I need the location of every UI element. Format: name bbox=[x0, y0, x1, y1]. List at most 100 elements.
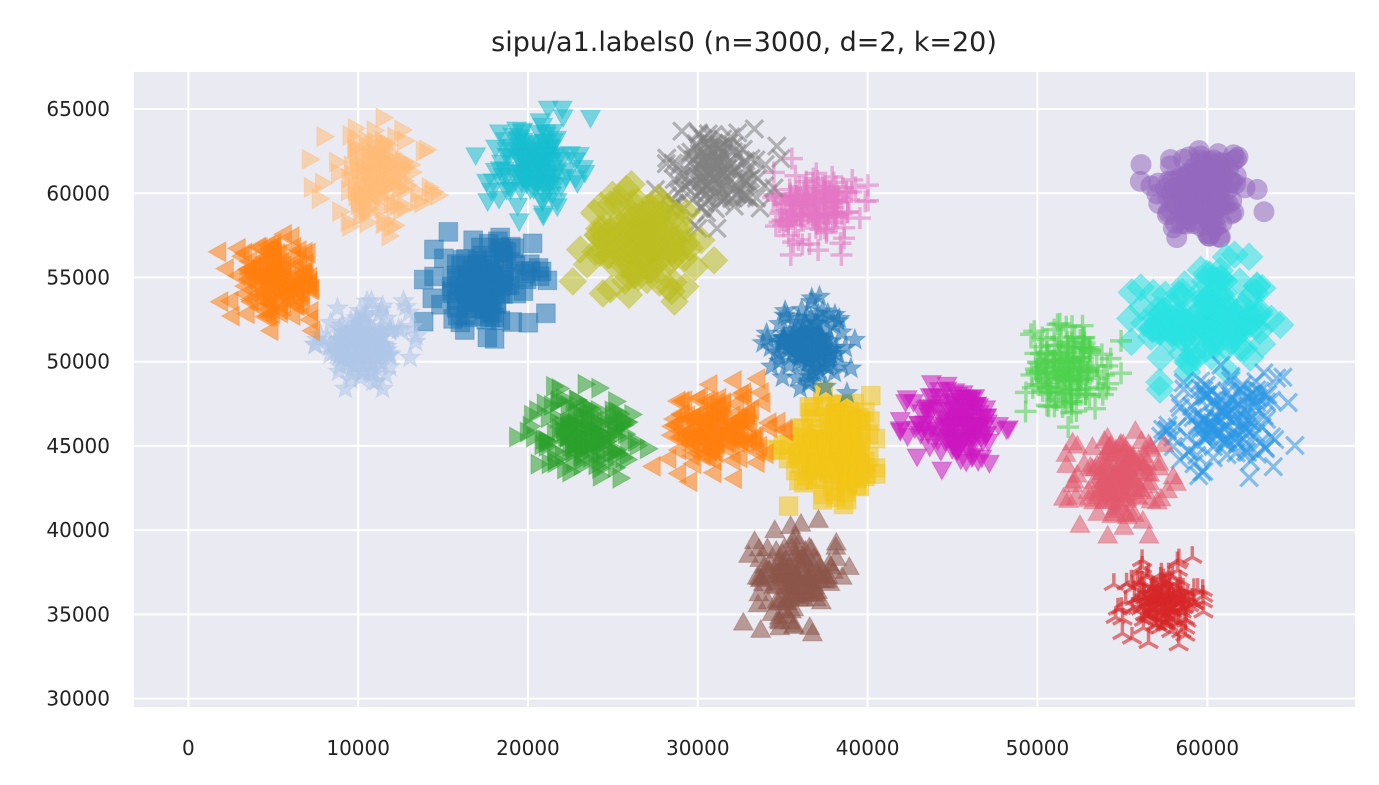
data-point bbox=[844, 176, 867, 199]
data-point bbox=[377, 317, 402, 340]
data-point bbox=[410, 181, 430, 204]
data-point bbox=[380, 134, 400, 156]
data-point bbox=[526, 426, 546, 448]
data-point bbox=[522, 140, 545, 160]
data-point bbox=[745, 451, 765, 474]
cluster-1 bbox=[1115, 240, 1295, 405]
data-point bbox=[344, 163, 364, 186]
data-point bbox=[810, 429, 831, 450]
data-point bbox=[268, 302, 288, 324]
data-point bbox=[817, 349, 842, 373]
cluster-3 bbox=[1014, 312, 1132, 439]
data-point bbox=[1122, 597, 1143, 616]
data-point bbox=[541, 452, 561, 475]
data-point bbox=[637, 193, 667, 222]
data-point bbox=[1061, 315, 1084, 338]
data-point bbox=[822, 189, 845, 212]
data-point bbox=[727, 417, 747, 440]
data-point bbox=[1019, 323, 1042, 346]
data-point bbox=[359, 211, 379, 234]
y-tick-label: 50000 bbox=[46, 350, 110, 374]
data-point bbox=[1215, 305, 1245, 335]
data-point bbox=[1173, 379, 1194, 400]
data-point bbox=[914, 401, 937, 421]
data-point bbox=[817, 205, 840, 228]
data-point bbox=[725, 431, 745, 454]
data-point bbox=[778, 496, 799, 516]
data-point bbox=[784, 525, 807, 545]
data-point bbox=[715, 175, 736, 196]
data-point bbox=[256, 305, 276, 328]
data-point bbox=[848, 460, 868, 481]
data-point bbox=[749, 381, 769, 404]
data-point bbox=[1130, 154, 1152, 175]
data-point bbox=[674, 175, 695, 196]
data-point bbox=[1105, 606, 1126, 625]
data-point bbox=[946, 442, 969, 462]
data-point bbox=[1203, 447, 1224, 468]
cluster-19 bbox=[207, 223, 321, 342]
data-point bbox=[1060, 401, 1083, 424]
data-point bbox=[1177, 196, 1199, 218]
data-point bbox=[860, 385, 881, 406]
data-point bbox=[837, 439, 857, 460]
data-point bbox=[591, 377, 611, 399]
data-point bbox=[347, 137, 367, 160]
data-point bbox=[833, 494, 854, 515]
data-point bbox=[785, 365, 809, 388]
data-point bbox=[1272, 367, 1293, 388]
data-point bbox=[1263, 456, 1284, 477]
data-point bbox=[1084, 397, 1107, 420]
data-point bbox=[611, 443, 631, 465]
data-point bbox=[758, 417, 778, 439]
data-point bbox=[722, 369, 742, 392]
data-point bbox=[1097, 524, 1119, 544]
data-point bbox=[545, 375, 566, 398]
data-point bbox=[517, 168, 540, 188]
data-point bbox=[352, 312, 376, 335]
x-tick-label: 20000 bbox=[496, 736, 560, 760]
x-tick-label: 50000 bbox=[1006, 736, 1070, 760]
data-point bbox=[496, 142, 518, 162]
data-point bbox=[1150, 487, 1172, 507]
data-point bbox=[590, 399, 610, 422]
data-point bbox=[1115, 304, 1145, 333]
data-point bbox=[1088, 376, 1111, 399]
data-point bbox=[807, 508, 830, 528]
data-point bbox=[620, 432, 640, 454]
data-point bbox=[1192, 585, 1214, 604]
data-point bbox=[823, 302, 847, 325]
data-point bbox=[379, 154, 399, 176]
data-point bbox=[1253, 362, 1274, 383]
data-point bbox=[791, 233, 814, 256]
data-point bbox=[1140, 175, 1162, 197]
data-point bbox=[284, 251, 304, 273]
data-point bbox=[301, 319, 321, 342]
data-point bbox=[1046, 313, 1069, 336]
data-point bbox=[235, 303, 255, 325]
data-point bbox=[1093, 429, 1116, 449]
data-point bbox=[772, 555, 794, 575]
data-point bbox=[931, 461, 953, 481]
data-point bbox=[654, 273, 684, 302]
data-point bbox=[1256, 304, 1286, 334]
data-point bbox=[377, 210, 397, 233]
data-point bbox=[1174, 624, 1196, 643]
data-point bbox=[746, 367, 766, 390]
data-point bbox=[775, 304, 800, 327]
data-point bbox=[396, 170, 416, 192]
data-point bbox=[736, 185, 757, 206]
data-point bbox=[342, 124, 362, 147]
data-point bbox=[1234, 242, 1264, 272]
data-point bbox=[1057, 416, 1080, 439]
data-point bbox=[522, 233, 543, 254]
data-point bbox=[1227, 407, 1248, 428]
data-point bbox=[1109, 329, 1132, 352]
data-point bbox=[363, 343, 387, 366]
data-point bbox=[1162, 465, 1184, 485]
data-point bbox=[1237, 442, 1258, 463]
data-point bbox=[971, 449, 993, 469]
data-point bbox=[325, 340, 349, 364]
cluster-16 bbox=[413, 222, 558, 349]
data-point bbox=[247, 282, 267, 305]
